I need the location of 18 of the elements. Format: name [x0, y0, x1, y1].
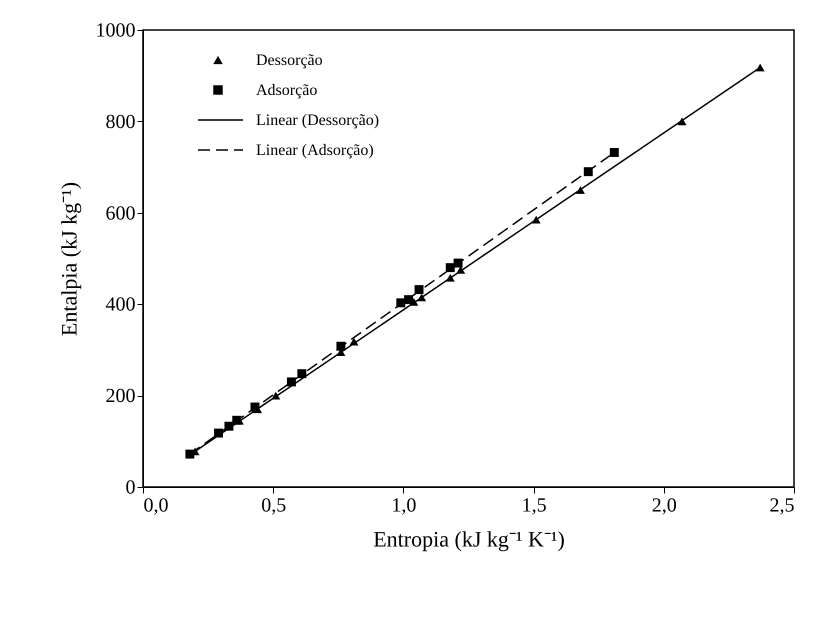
x-tick-label: 0,0	[144, 494, 168, 516]
legend-label: Dessorção	[256, 52, 323, 69]
x-tick-label: 2,5	[770, 494, 794, 516]
y-tick-label: 200	[106, 385, 136, 408]
y-axis-title: Entalpia (kJ kg⁻¹)	[56, 182, 82, 336]
y-tick-label: 1000	[96, 20, 136, 42]
legend-label: Linear (Dessorção)	[256, 112, 380, 129]
x-tick-label: 0,5	[261, 494, 286, 516]
y-tick-label: 600	[106, 202, 136, 224]
x-tick-label: 1,5	[522, 494, 547, 516]
y-tick-label: 800	[106, 110, 136, 133]
x-tick-label: 1,0	[391, 494, 416, 516]
y-tick-label: 400	[106, 294, 136, 316]
x-tick-label: 2,0	[652, 494, 677, 516]
legend-label: Adsorção	[256, 82, 318, 99]
x-axis-title: Entropia (kJ kg⁻¹ K⁻¹)	[373, 526, 565, 552]
y-tick-label: 0	[126, 476, 136, 498]
legend-label: Linear (Adsorção)	[256, 142, 374, 159]
